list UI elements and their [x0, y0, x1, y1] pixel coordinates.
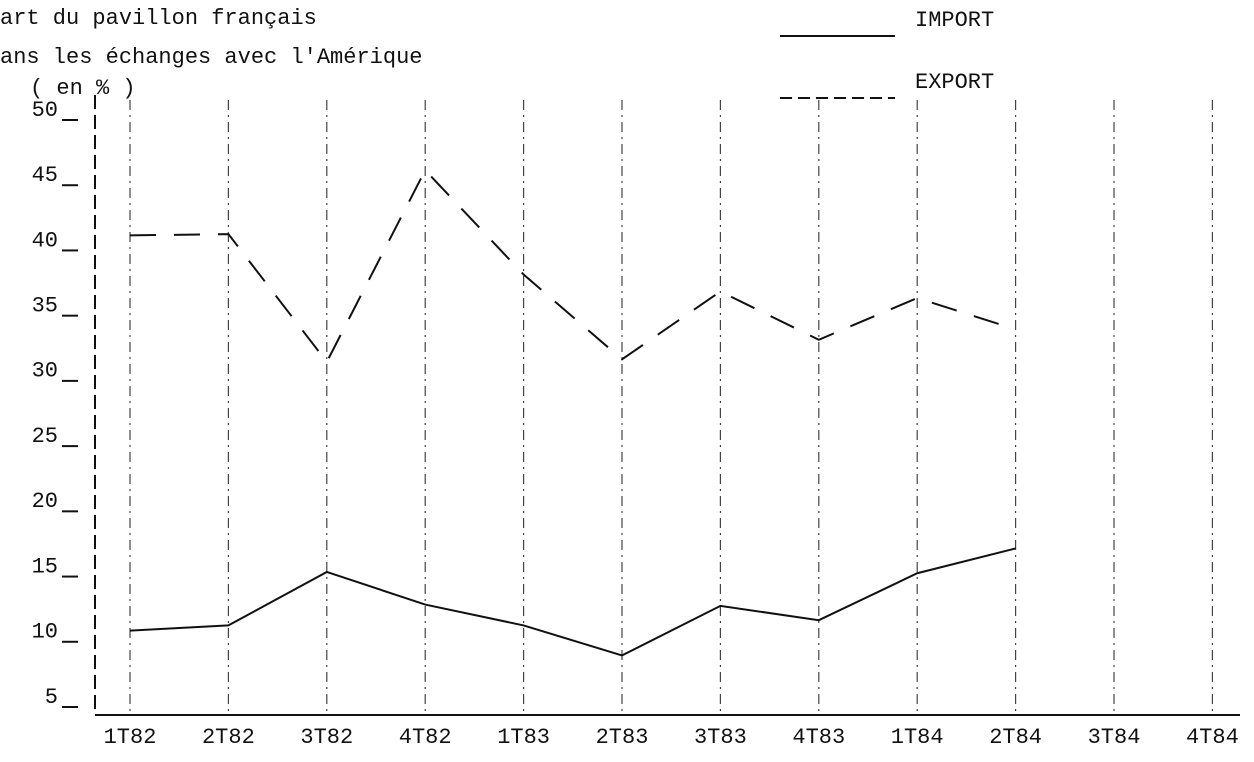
y-tick-label: 20 [32, 489, 58, 514]
y-tick-label: 45 [32, 163, 58, 188]
x-tick-label: 2T84 [989, 725, 1042, 750]
data-line [129, 168, 1016, 364]
x-tick-label: 4T84 [1186, 725, 1239, 750]
y-tick-label: 30 [32, 359, 58, 384]
x-tick-label: 3T82 [300, 725, 353, 750]
x-tick-label: 2T83 [596, 725, 649, 750]
x-tick-label: 4T83 [792, 725, 845, 750]
x-tick-label: 3T83 [694, 725, 747, 750]
x-tick-label: 1T84 [891, 725, 944, 750]
y-tick-label: 5 [45, 685, 58, 710]
legend-label: IMPORT [915, 8, 994, 33]
data-line [129, 547, 1016, 657]
x-tick-label: 1T83 [497, 725, 550, 750]
y-tick-label: 15 [32, 554, 58, 579]
y-tick-label: 10 [32, 620, 58, 645]
chart-title: art du pavillon français [0, 6, 317, 31]
y-axis-label: ( en % ) [30, 76, 136, 101]
x-tick-label: 4T82 [399, 725, 452, 750]
y-tick-label: 25 [32, 424, 58, 449]
x-tick-label: 2T82 [202, 725, 255, 750]
x-tick-label: 3T84 [1088, 725, 1141, 750]
chart-title: ans les échanges avec l'Amérique [0, 45, 422, 70]
x-tick-label: 1T82 [104, 725, 157, 750]
y-tick-label: 40 [32, 228, 58, 253]
legend-label: EXPORT [915, 70, 994, 95]
y-tick-label: 35 [32, 293, 58, 318]
y-tick-label: 50 [32, 98, 58, 123]
